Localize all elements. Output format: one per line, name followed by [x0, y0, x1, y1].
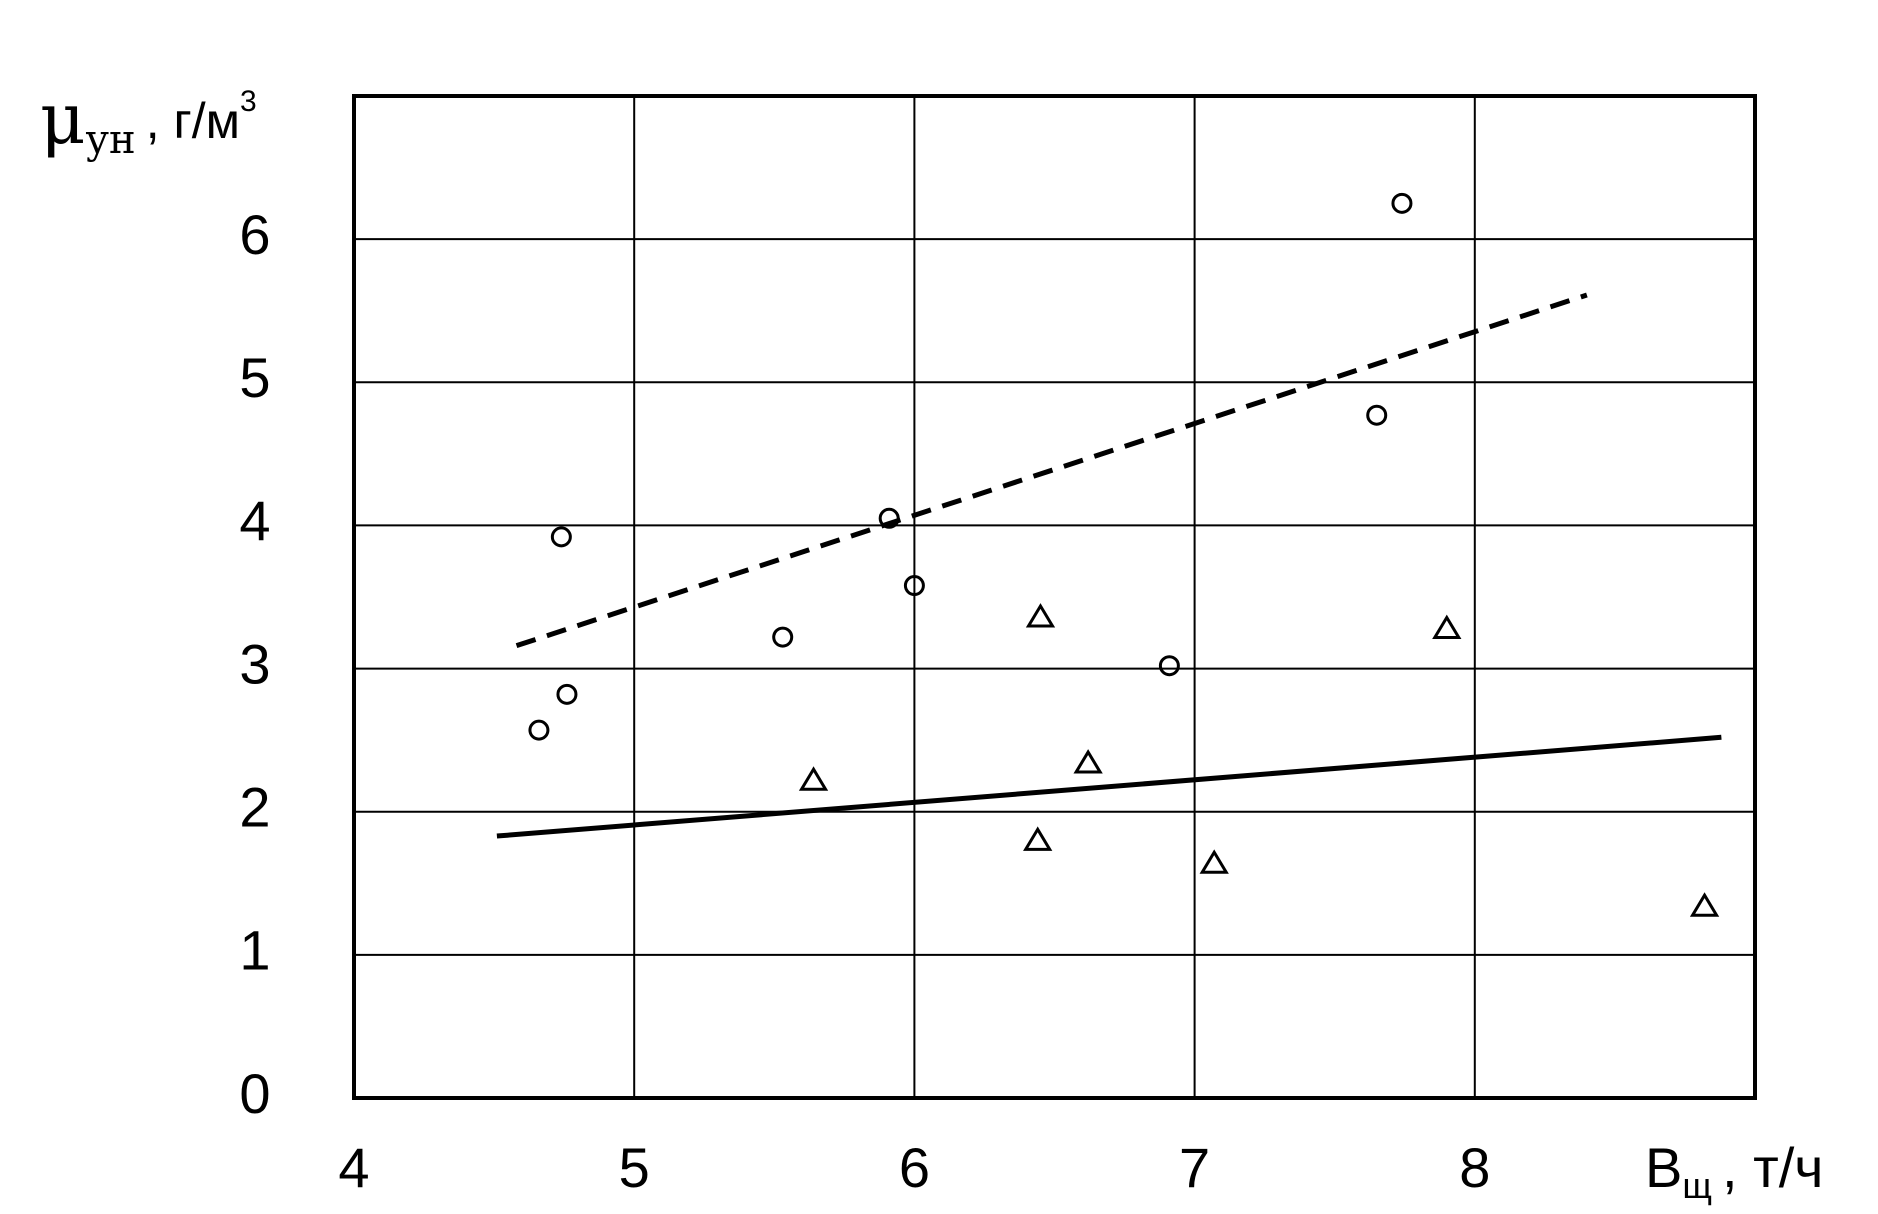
point	[1073, 749, 1103, 774]
y-tick-label: 2	[239, 776, 270, 839]
y-axis-label: μун, г/м3	[40, 78, 257, 163]
y-tick-label: 0	[239, 1062, 270, 1125]
y-tick-label: 4	[239, 489, 270, 552]
x-tick-label: 7	[1179, 1136, 1210, 1199]
y-tick-label: 5	[239, 346, 270, 409]
point	[1391, 192, 1413, 214]
point	[1432, 614, 1462, 639]
x-tick-label: 8	[1459, 1136, 1490, 1199]
y-tick-label: 1	[239, 919, 270, 982]
point	[1158, 655, 1180, 677]
point	[772, 626, 794, 648]
plot-frame	[352, 94, 1757, 1100]
point	[1025, 603, 1056, 628]
y-tick-label: 6	[239, 203, 270, 266]
point	[903, 575, 925, 597]
point	[550, 526, 572, 548]
point	[528, 719, 550, 741]
x-tick-label: 4	[338, 1136, 369, 1199]
point	[1199, 849, 1229, 874]
x-axis-label: Bщ, т/ч	[1645, 1136, 1823, 1206]
trend-line	[515, 292, 1588, 649]
point	[1366, 404, 1388, 426]
x-tick-label: 5	[619, 1136, 650, 1199]
trend-line	[496, 734, 1722, 839]
x-tick-label: 6	[899, 1136, 930, 1199]
y-tick-label: 3	[239, 632, 270, 695]
point	[1689, 892, 1720, 917]
point	[556, 683, 578, 705]
point	[1023, 826, 1053, 851]
point	[798, 766, 829, 791]
